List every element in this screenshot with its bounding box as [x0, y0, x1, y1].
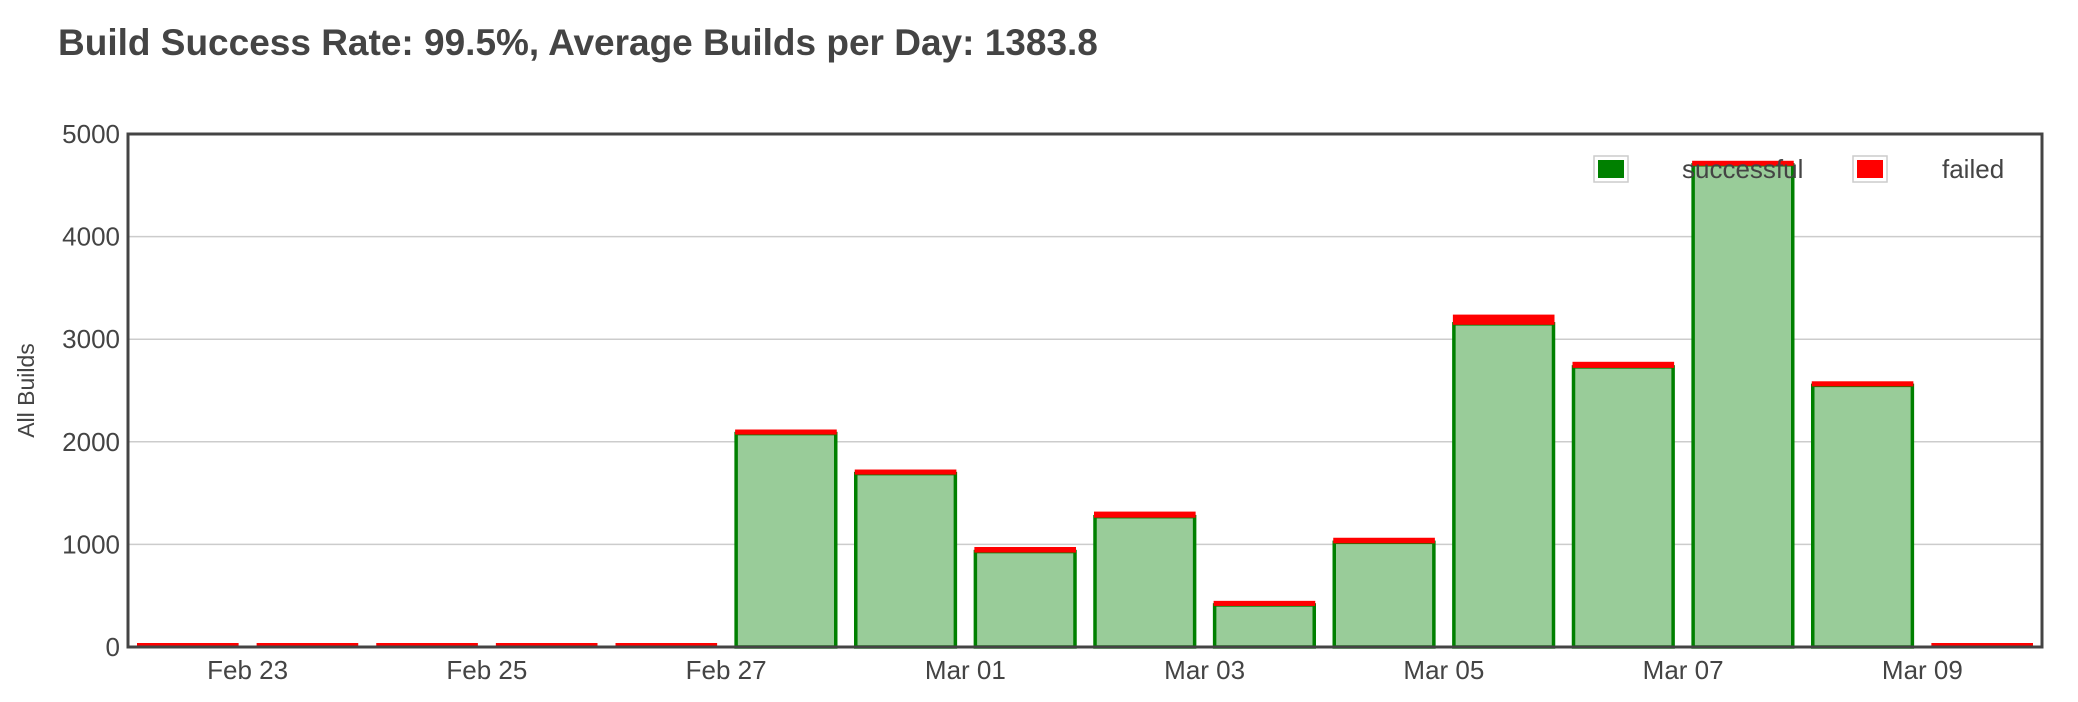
y-tick-label: 3000 — [62, 324, 120, 354]
x-tick-label: Mar 03 — [1164, 655, 1245, 685]
bar-successful — [973, 549, 1077, 649]
y-axis-ticks: 0 1000 2000 3000 4000 5000 — [62, 119, 120, 662]
bar-failed — [735, 429, 837, 435]
y-tick-label: 2000 — [62, 427, 120, 457]
bar-successful — [1093, 514, 1197, 649]
plot-frame — [126, 132, 2044, 649]
bar-failed — [1811, 381, 1914, 387]
x-axis-ticks: Feb 23 Feb 25 Feb 27 Mar 01 Mar 03 Mar 05 Mar … — [207, 655, 1963, 685]
legend: successful failed — [1593, 154, 2004, 184]
bar-failed — [1333, 537, 1435, 544]
bar-failed — [1452, 314, 1555, 325]
bar-failed — [1572, 361, 1675, 368]
x-tick-label: Mar 07 — [1643, 655, 1724, 685]
y-axis-label: All Builds — [13, 343, 39, 438]
bar-successful — [734, 431, 838, 649]
bars — [137, 160, 2033, 649]
x-tick-label: Feb 25 — [446, 655, 527, 685]
x-tick-label: Mar 09 — [1882, 655, 1963, 685]
bar-failed — [1094, 511, 1196, 518]
legend-swatch-failed — [1857, 160, 1883, 178]
legend-label-failed: failed — [1942, 154, 2004, 184]
bar-failed — [854, 469, 957, 475]
bar-successful — [1332, 540, 1436, 649]
legend-swatch-successful — [1598, 160, 1624, 178]
bar-successful — [1691, 163, 1795, 649]
bar-successful — [1571, 365, 1675, 649]
bar-successful — [1811, 383, 1915, 649]
x-tick-label: Mar 01 — [925, 655, 1006, 685]
bar-successful — [854, 471, 958, 649]
x-tick-label: Mar 05 — [1403, 655, 1484, 685]
bar-successful — [1212, 603, 1316, 649]
bar-failed — [1692, 160, 1794, 166]
x-tick-label: Feb 27 — [686, 655, 767, 685]
legend-label-successful: successful — [1682, 154, 1803, 184]
bar-successful — [1452, 322, 1556, 649]
x-tick-label: Feb 23 — [207, 655, 288, 685]
y-tick-label: 4000 — [62, 222, 120, 252]
y-tick-label: 1000 — [62, 529, 120, 559]
chart-title: Build Success Rate: 99.5%, Average Build… — [58, 22, 1098, 63]
bar-failed — [974, 546, 1076, 553]
bar-failed — [1213, 600, 1316, 606]
y-tick-label: 0 — [106, 632, 120, 662]
y-tick-label: 5000 — [62, 119, 120, 149]
